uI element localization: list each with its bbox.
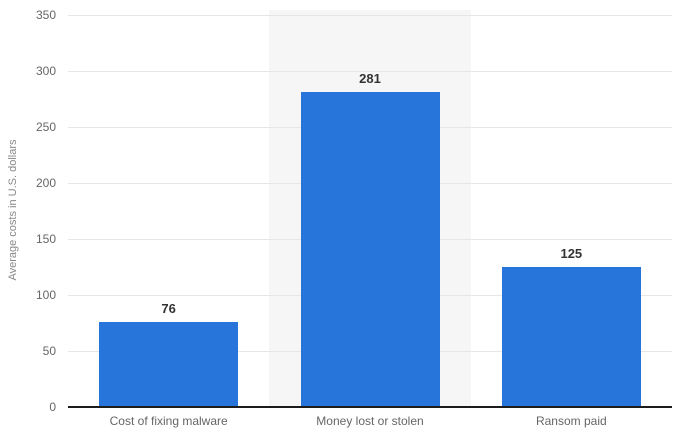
value-label: 281 xyxy=(359,70,381,86)
x-axis-line xyxy=(68,406,672,408)
bar[interactable] xyxy=(501,266,641,407)
value-label: 125 xyxy=(560,245,583,261)
y-tick-label: 350 xyxy=(35,7,56,22)
gridline xyxy=(68,14,672,16)
bar[interactable] xyxy=(300,91,440,407)
y-tick-label: 100 xyxy=(35,287,56,302)
x-category-label: Cost of fixing malware xyxy=(109,414,228,428)
x-category-label: Money lost or stolen xyxy=(316,414,424,428)
y-tick-label: 300 xyxy=(35,63,56,78)
y-tick-label: 0 xyxy=(49,400,56,414)
value-label: 76 xyxy=(161,300,176,316)
bar[interactable] xyxy=(99,321,239,407)
y-tick-label: 250 xyxy=(35,119,56,134)
gridline xyxy=(68,70,672,72)
y-tick-label: 50 xyxy=(42,343,56,358)
y-tick-label: 200 xyxy=(35,175,56,190)
y-axis-title: Average costs in U.S. dollars xyxy=(7,139,19,281)
y-tick-label: 150 xyxy=(35,231,56,246)
x-category-label: Ransom paid xyxy=(535,414,607,428)
